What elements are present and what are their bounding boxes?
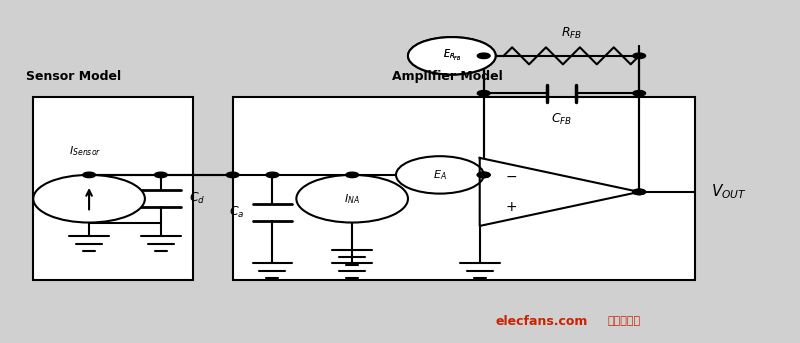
Circle shape <box>346 172 358 178</box>
Text: $R_{FB}$: $R_{FB}$ <box>561 25 582 40</box>
Text: $E_{R_{FB}}$: $E_{R_{FB}}$ <box>442 48 461 63</box>
Circle shape <box>633 189 646 194</box>
Text: $C_d$: $C_d$ <box>189 191 205 206</box>
Circle shape <box>396 156 484 193</box>
Circle shape <box>226 172 239 178</box>
Circle shape <box>633 189 646 194</box>
Circle shape <box>266 172 279 178</box>
Text: elecfans.com: elecfans.com <box>496 315 588 328</box>
Text: −: − <box>506 169 518 184</box>
Circle shape <box>82 172 95 178</box>
Text: Sensor Model: Sensor Model <box>26 70 121 83</box>
Circle shape <box>633 53 646 59</box>
Circle shape <box>633 91 646 96</box>
Text: $I_{Sensor}$: $I_{Sensor}$ <box>69 144 102 158</box>
Text: $E_{R_{FB}}$: $E_{R_{FB}}$ <box>442 48 461 63</box>
Text: +: + <box>506 200 518 214</box>
Circle shape <box>408 37 496 74</box>
Text: 电子发烧友: 电子发烧友 <box>607 316 641 326</box>
Text: $C_a$: $C_a$ <box>229 205 245 220</box>
FancyBboxPatch shape <box>34 97 193 280</box>
FancyBboxPatch shape <box>233 97 695 280</box>
Text: Amplifier Model: Amplifier Model <box>393 70 503 83</box>
Circle shape <box>154 172 167 178</box>
Text: $V_{OUT}$: $V_{OUT}$ <box>711 182 746 201</box>
Polygon shape <box>480 158 639 226</box>
Text: $C_{FB}$: $C_{FB}$ <box>551 112 572 127</box>
Circle shape <box>478 53 490 59</box>
Text: $I_{NA}$: $I_{NA}$ <box>344 192 360 205</box>
Circle shape <box>296 175 408 223</box>
Circle shape <box>478 91 490 96</box>
Circle shape <box>478 172 490 178</box>
Text: $E_A$: $E_A$ <box>433 168 446 182</box>
Circle shape <box>34 175 145 223</box>
Circle shape <box>408 37 496 74</box>
Circle shape <box>478 172 490 178</box>
